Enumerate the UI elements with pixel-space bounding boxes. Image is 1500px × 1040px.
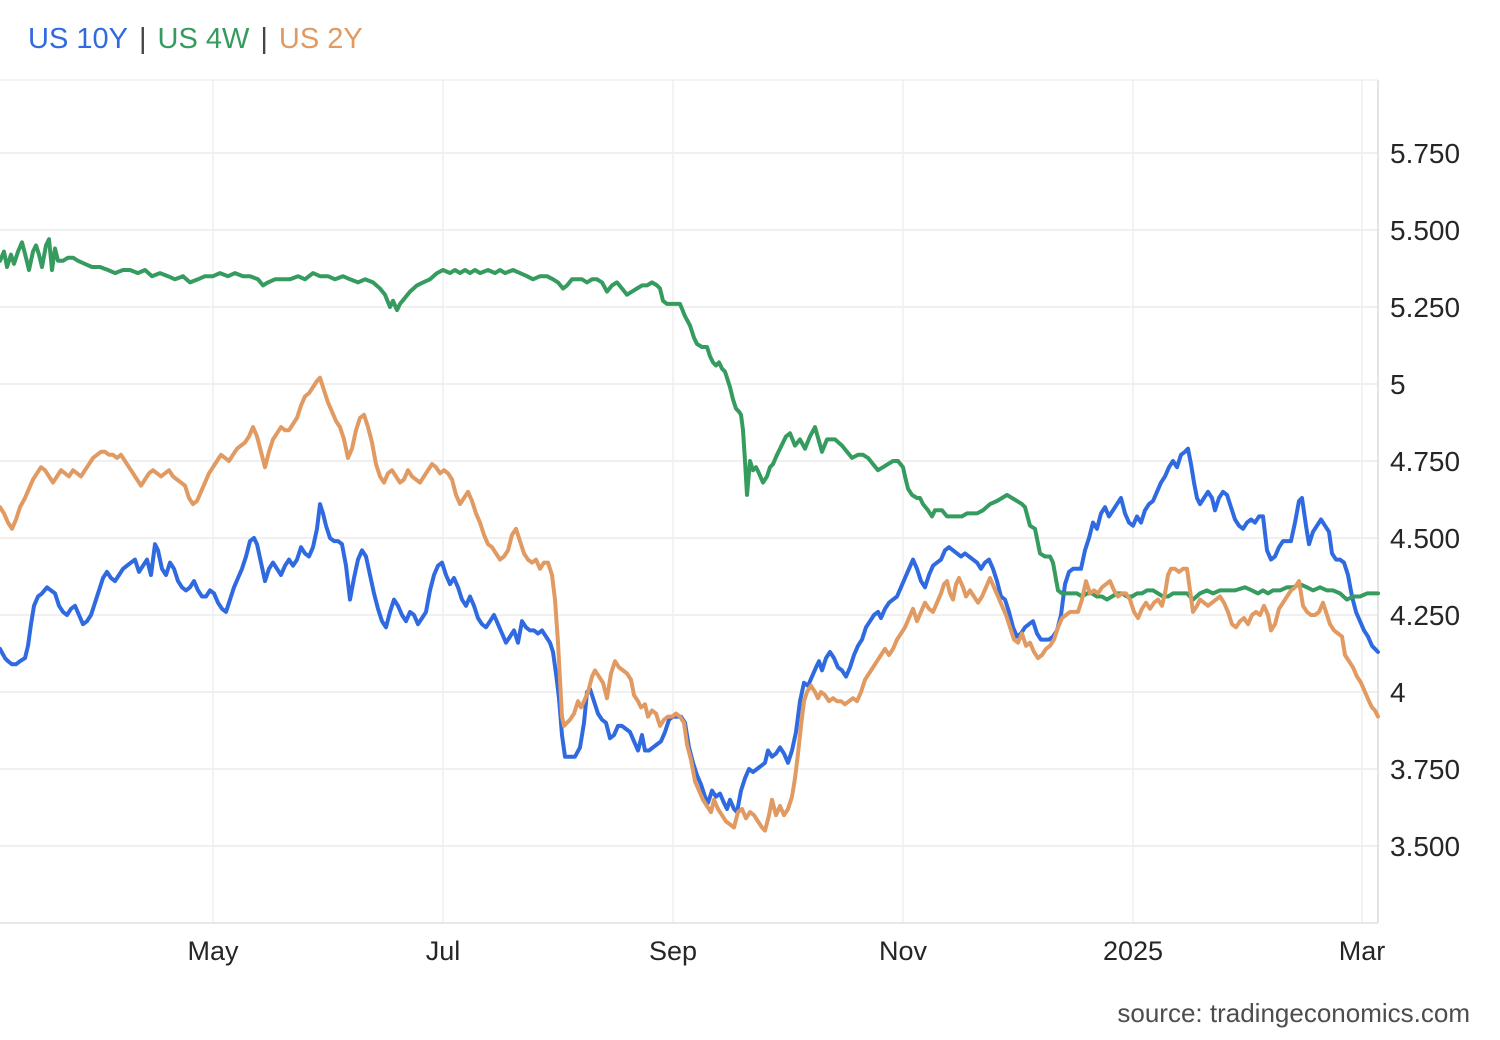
x-axis-label: Nov <box>879 936 928 966</box>
legend-item-us-10y[interactable]: US 10Y <box>28 23 128 55</box>
y-axis-label: 5 <box>1390 369 1406 400</box>
series-line-us-4w <box>0 237 1380 602</box>
y-axis-label: 4.750 <box>1390 446 1460 477</box>
y-axis-label: 3.750 <box>1390 754 1460 785</box>
x-axis-label: May <box>187 936 239 966</box>
legend-separator: | <box>138 23 147 55</box>
x-axis-label: Mar <box>1339 936 1386 966</box>
legend-item-us-2y[interactable]: US 2Y <box>278 23 363 55</box>
y-axis-label: 5.500 <box>1390 215 1460 246</box>
x-axis-label: Sep <box>649 936 697 966</box>
legend-item-us-4w[interactable]: US 4W <box>157 23 250 55</box>
source-attribution: source: tradingeconomics.com <box>1117 998 1470 1028</box>
x-axis-label: 2025 <box>1103 936 1163 966</box>
legend: US 10Y | US 4W | US 2Y <box>28 22 363 56</box>
y-axis-label: 4.500 <box>1390 523 1460 554</box>
y-axis-label: 3.500 <box>1390 831 1460 862</box>
y-axis-label: 4 <box>1390 677 1406 708</box>
y-axis-label: 5.250 <box>1390 292 1460 323</box>
y-axis-label: 4.250 <box>1390 600 1460 631</box>
legend-separator: | <box>260 23 268 55</box>
series-line-us-2y <box>0 375 1380 833</box>
x-axis-label: Jul <box>426 936 461 966</box>
y-axis-label: 5.750 <box>1390 138 1460 169</box>
